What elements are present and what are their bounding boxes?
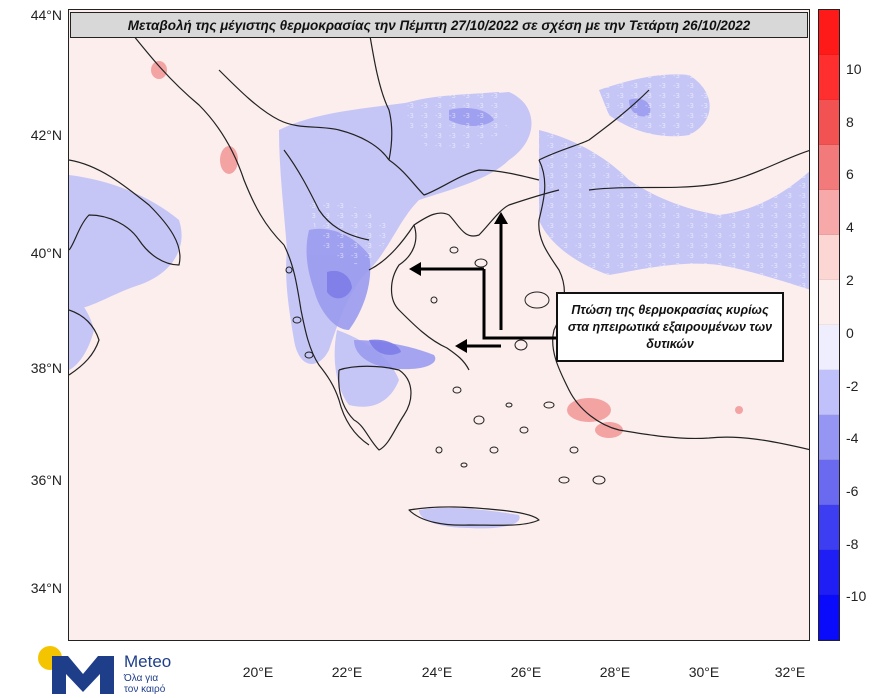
lat-label: 40°N [30, 245, 62, 261]
annotation-callout: Πτώση της θερμοκρασίας κυρίως στα ηπειρω… [556, 292, 784, 362]
colorbar-label: -8 [846, 536, 859, 552]
aegean-islands [285, 246, 606, 485]
lat-label: 34°N [30, 580, 62, 596]
colorbar-label: -10 [846, 588, 867, 604]
logo-tagline: τον καιρό [124, 684, 166, 695]
lon-label: 30°E [688, 664, 720, 680]
logo-name: Meteo [124, 652, 172, 671]
temperature-change-map: -3 [69, 10, 809, 640]
colorbar-label: 6 [846, 166, 854, 182]
colorbar-label: -6 [846, 483, 859, 499]
colorbar-segment [819, 280, 839, 325]
colorbar-segment [819, 55, 839, 100]
colorbar-segment [819, 190, 839, 235]
colorbar-segment [819, 415, 839, 460]
colorbar-label: -4 [846, 430, 859, 446]
meteo-logo: Meteo Όλα για τον καιρό [38, 644, 198, 698]
lon-label: 22°E [331, 664, 363, 680]
colorbar-label: -2 [846, 378, 859, 394]
colorbar-label: 0 [846, 325, 854, 341]
lon-label: 24°E [421, 664, 453, 680]
lon-label: 28°E [599, 664, 631, 680]
lat-label: 38°N [30, 360, 62, 376]
colorbar-segment [819, 595, 839, 640]
colorbar-segment [819, 550, 839, 595]
colorbar-segment [819, 100, 839, 145]
lat-label: 42°N [30, 127, 62, 143]
colorbar-segment [819, 370, 839, 415]
colorbar-label: 4 [846, 219, 854, 235]
lon-label: 20°E [242, 664, 274, 680]
colorbar-segment [819, 505, 839, 550]
lon-label: 26°E [510, 664, 542, 680]
callout-line-1: Πτώση της θερμοκρασίας κυρίως [571, 302, 769, 317]
colorbar-label: 2 [846, 272, 854, 288]
colorbar [818, 9, 840, 641]
annotation-arrows [414, 218, 556, 348]
logo-tagline: Όλα για [124, 673, 159, 684]
logo-m-mark [52, 656, 114, 694]
colorbar-label: 8 [846, 114, 854, 130]
map-panel: -3 [68, 9, 810, 641]
colorbar-segment [819, 235, 839, 280]
lat-label: 36°N [30, 472, 62, 488]
lon-label: 32°E [774, 664, 806, 680]
colorbar-segment [819, 10, 839, 55]
colorbar-segment [819, 145, 839, 190]
map-title: Μεταβολή της μέγιστης θερμοκρασίας την Π… [70, 12, 808, 38]
lat-label: 44°N [30, 7, 62, 23]
strongest-cooling-areas [327, 270, 401, 355]
arrow-heads [409, 212, 508, 353]
colorbar-segment [819, 460, 839, 505]
colorbar-segment [819, 325, 839, 370]
callout-line-2: στα ηπειρωτικά εξαιρουμένων των [567, 319, 773, 334]
callout-line-3: δυτικών [646, 336, 694, 351]
colorbar-label: 10 [846, 61, 862, 77]
contour-label-texture [309, 74, 809, 290]
coastlines [69, 29, 809, 526]
